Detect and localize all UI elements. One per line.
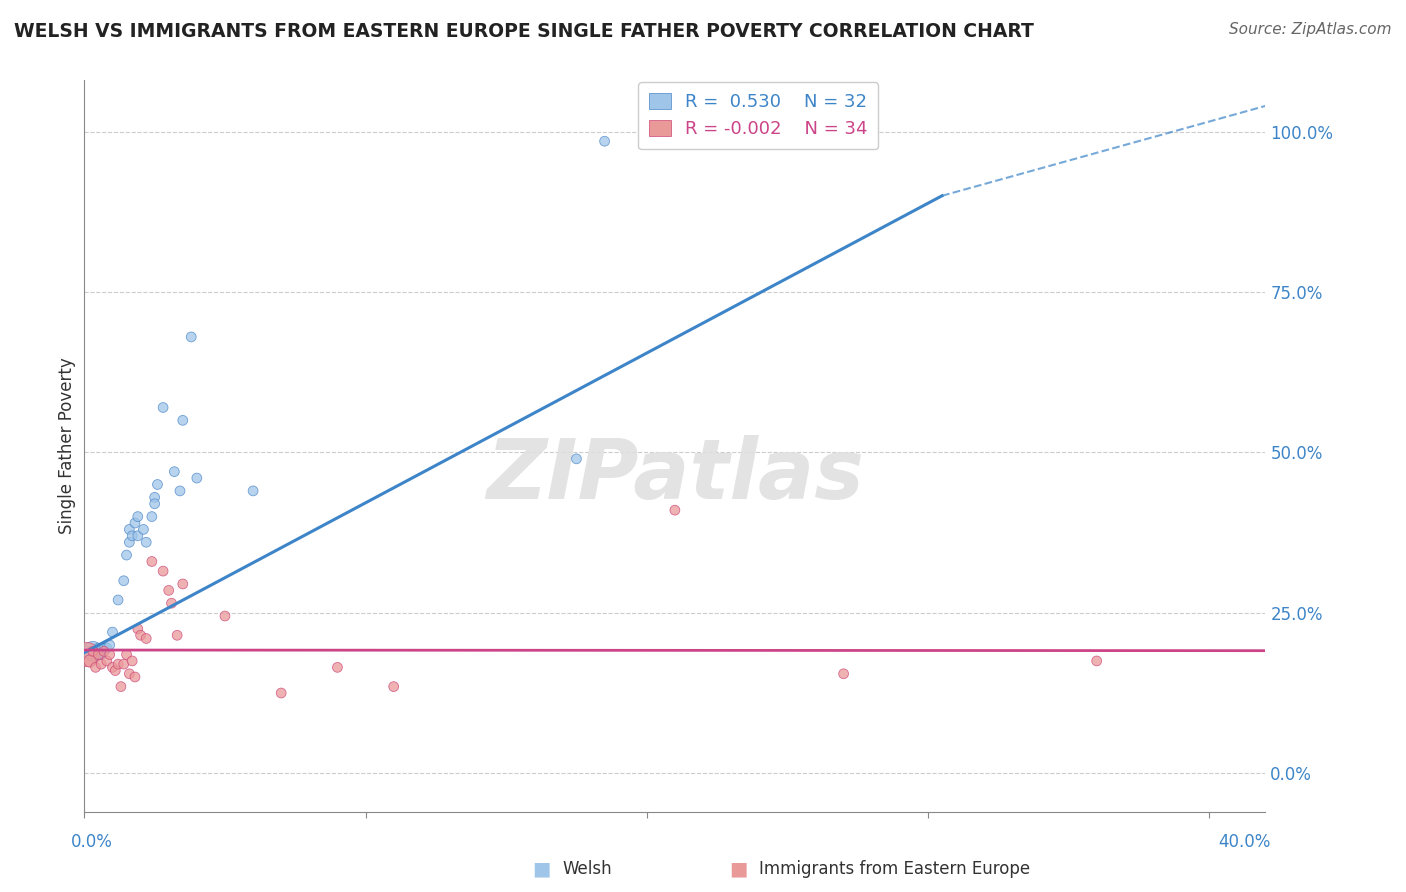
Point — [163, 465, 186, 479]
Point — [242, 483, 264, 498]
Point — [127, 509, 149, 524]
Point — [112, 574, 135, 588]
Point — [110, 680, 132, 694]
Text: Welsh: Welsh — [562, 860, 612, 878]
Point — [832, 666, 855, 681]
Point — [146, 477, 169, 491]
Point — [87, 648, 110, 662]
Text: 40.0%: 40.0% — [1218, 833, 1271, 851]
Point — [101, 660, 124, 674]
Point — [76, 648, 98, 662]
Point — [90, 657, 112, 672]
Point — [121, 529, 143, 543]
Point — [96, 654, 118, 668]
Text: ■: ■ — [531, 859, 551, 879]
Point — [90, 648, 112, 662]
Point — [115, 548, 138, 562]
Point — [169, 483, 191, 498]
Point — [650, 134, 672, 148]
Point — [112, 657, 135, 672]
Point — [82, 644, 104, 658]
Point — [152, 401, 174, 415]
Point — [124, 516, 146, 530]
Point — [166, 628, 188, 642]
Point — [82, 644, 104, 658]
Point — [118, 666, 141, 681]
Point — [1085, 654, 1108, 668]
Point — [172, 413, 194, 427]
Text: Immigrants from Eastern Europe: Immigrants from Eastern Europe — [759, 860, 1031, 878]
Point — [101, 625, 124, 640]
Point — [87, 641, 110, 656]
Point — [127, 622, 149, 636]
Point — [382, 680, 405, 694]
Point — [93, 644, 115, 658]
Point — [143, 491, 166, 505]
Point — [124, 670, 146, 684]
Point — [98, 648, 121, 662]
Point — [160, 596, 183, 610]
Y-axis label: Single Father Poverty: Single Father Poverty — [58, 358, 76, 534]
Point — [107, 657, 129, 672]
Point — [141, 554, 163, 568]
Point — [104, 664, 127, 678]
Text: 0.0%: 0.0% — [70, 833, 112, 851]
Point — [664, 503, 686, 517]
Point — [115, 648, 138, 662]
Point — [98, 638, 121, 652]
Point — [172, 577, 194, 591]
Text: ■: ■ — [728, 859, 748, 879]
Legend: R =  0.530    N = 32, R = -0.002    N = 34: R = 0.530 N = 32, R = -0.002 N = 34 — [638, 82, 879, 149]
Point — [214, 609, 236, 624]
Point — [118, 535, 141, 549]
Point — [96, 641, 118, 656]
Point — [186, 471, 208, 485]
Point — [127, 529, 149, 543]
Point — [79, 654, 101, 668]
Point — [118, 523, 141, 537]
Point — [152, 564, 174, 578]
Point — [143, 497, 166, 511]
Point — [93, 641, 115, 656]
Text: Source: ZipAtlas.com: Source: ZipAtlas.com — [1229, 22, 1392, 37]
Point — [326, 660, 349, 674]
Point — [135, 535, 157, 549]
Point — [84, 660, 107, 674]
Point — [157, 583, 180, 598]
Point — [180, 330, 202, 344]
Point — [121, 654, 143, 668]
Point — [270, 686, 292, 700]
Text: WELSH VS IMMIGRANTS FROM EASTERN EUROPE SINGLE FATHER POVERTY CORRELATION CHART: WELSH VS IMMIGRANTS FROM EASTERN EUROPE … — [14, 22, 1033, 41]
Point — [135, 632, 157, 646]
Text: ZIPatlas: ZIPatlas — [486, 434, 863, 516]
Point — [132, 523, 155, 537]
Point — [141, 509, 163, 524]
Point — [593, 134, 616, 148]
Point — [107, 593, 129, 607]
Point — [129, 628, 152, 642]
Point — [565, 451, 588, 466]
